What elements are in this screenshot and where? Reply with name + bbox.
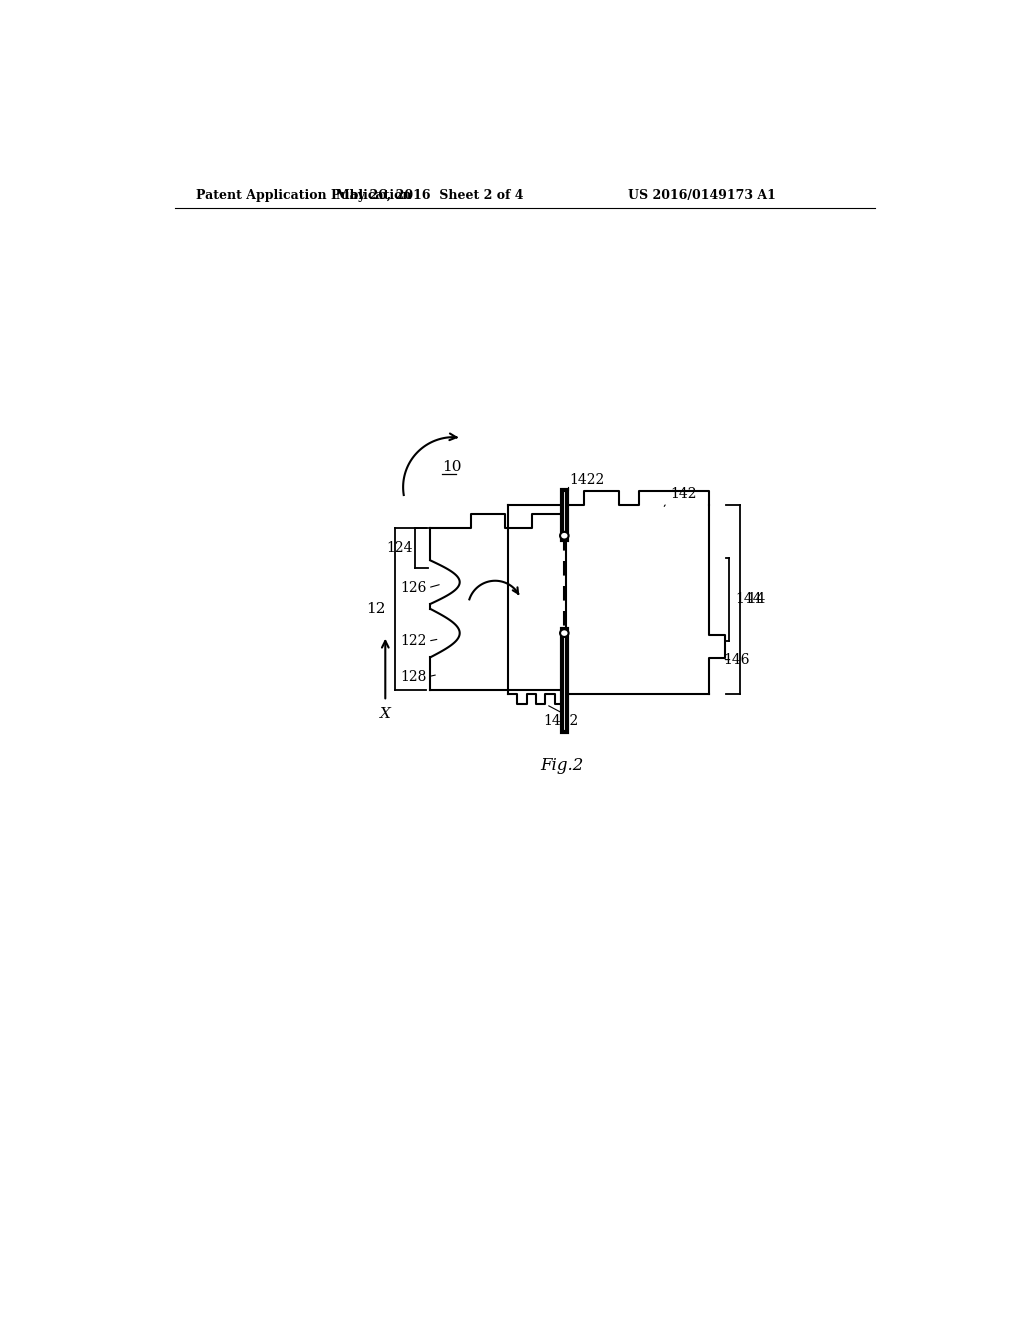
Bar (561, 630, 567, 733)
Text: 14: 14 (746, 593, 766, 606)
Ellipse shape (560, 630, 568, 638)
Text: Patent Application Publication: Patent Application Publication (197, 189, 412, 202)
Text: 124: 124 (386, 541, 413, 556)
Text: May 26, 2016  Sheet 2 of 4: May 26, 2016 Sheet 2 of 4 (337, 189, 524, 202)
Text: Fig.2: Fig.2 (541, 758, 584, 775)
Text: US 2016/0149173 A1: US 2016/0149173 A1 (628, 189, 776, 202)
Text: 126: 126 (400, 581, 426, 595)
Text: X: X (380, 708, 391, 722)
Text: 142: 142 (671, 487, 697, 502)
Text: 10: 10 (442, 461, 462, 474)
Bar (561, 490, 567, 540)
Text: 1422: 1422 (569, 473, 604, 487)
Text: 146: 146 (723, 652, 750, 667)
Text: 128: 128 (400, 669, 426, 684)
Text: 1462: 1462 (543, 714, 579, 727)
Text: 12: 12 (367, 602, 386, 616)
Ellipse shape (560, 532, 568, 540)
Text: 144: 144 (735, 593, 762, 606)
Text: 122: 122 (400, 634, 426, 648)
